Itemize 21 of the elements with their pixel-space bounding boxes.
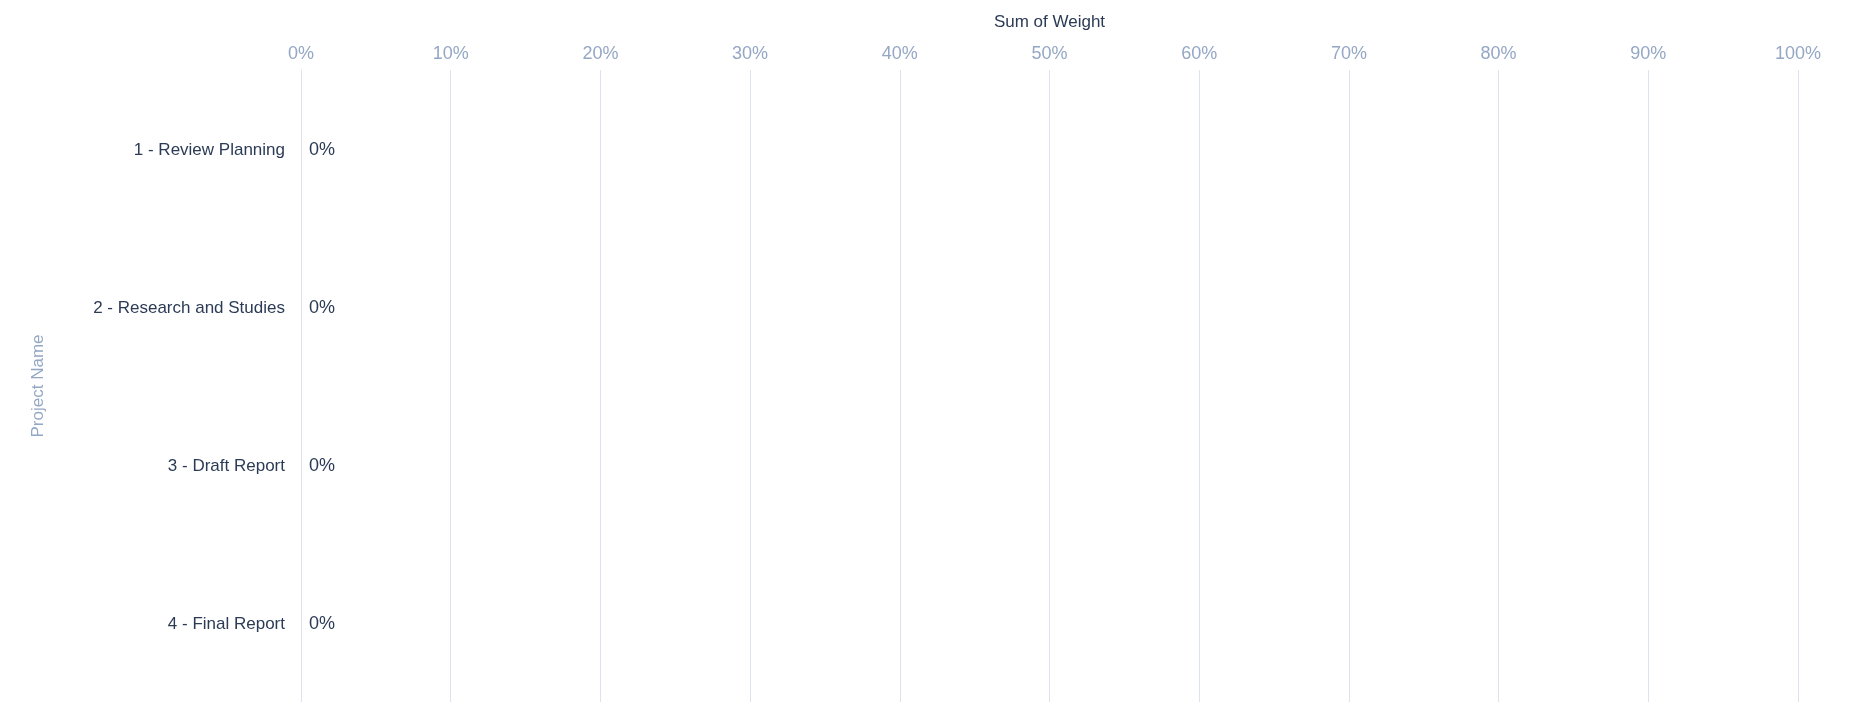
y-tick-label: 1 - Review Planning (133, 139, 285, 159)
x-tick-label: 40% (881, 43, 918, 63)
x-tick-label: 30% (732, 43, 769, 63)
y-axis-title: Project Name (28, 334, 47, 438)
y-tick-label: 4 - Final Report (167, 613, 286, 633)
x-tick-label: 50% (1031, 43, 1068, 63)
x-tick-label: 80% (1480, 43, 1517, 63)
x-tick-label: 90% (1630, 43, 1667, 63)
data-label: 0% (309, 297, 336, 317)
x-tick-label: 0% (287, 43, 315, 63)
x-tick-label: 10% (432, 43, 469, 63)
x-tick-label: 20% (582, 43, 619, 63)
y-tick-label: 3 - Draft Report (167, 455, 286, 475)
data-label: 0% (309, 139, 336, 159)
data-label: 0% (309, 455, 336, 475)
x-axis-title: Sum of Weight (993, 12, 1106, 31)
x-tick-label: 70% (1330, 43, 1367, 63)
y-tick-label: 2 - Research and Studies (93, 297, 285, 317)
data-label: 0% (309, 613, 336, 633)
x-tick-label: 100% (1774, 43, 1822, 63)
x-tick-label: 60% (1181, 43, 1218, 63)
